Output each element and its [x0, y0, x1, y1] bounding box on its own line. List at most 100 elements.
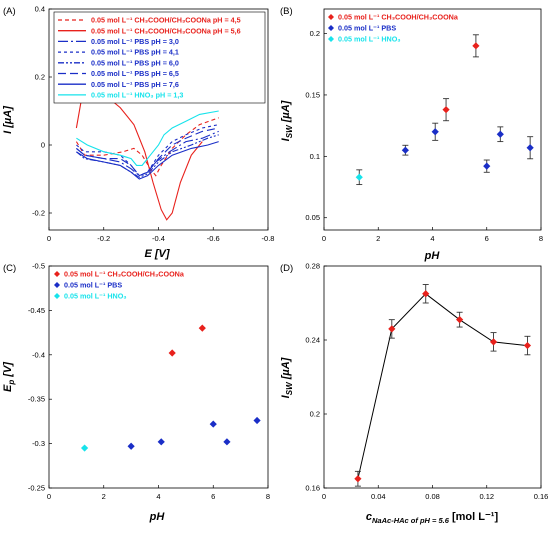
data-point-d-5: [523, 341, 532, 350]
legend-marker-c-2: [54, 293, 60, 299]
series-line-a-2: [76, 130, 219, 177]
data-point-b-0-1: [472, 42, 480, 50]
data-point-d-0: [354, 475, 362, 483]
y-tick-label-d-1: 0.24: [305, 336, 320, 345]
legend-label-a-4: 0.05 mol L⁻¹ PBS pH = 6,0: [91, 58, 179, 67]
series-line-a-7: [76, 110, 219, 166]
data-point-d-1: [388, 325, 396, 333]
y-axis-label-b-main: I: [280, 137, 292, 141]
legend-marker-b-0: [328, 14, 334, 20]
legend-c: 0.05 mol L⁻¹ CH₃COOH/CH₃COONa 0.05 mol L⁻…: [54, 270, 185, 301]
data-point-b-1-2: [483, 162, 491, 170]
y-tick-label-d-0: 0.28: [305, 262, 320, 271]
x-tick-label-d-1: 0.04: [371, 492, 386, 501]
y-tick-label-c-4: -0.3: [32, 439, 45, 448]
panel-b: (B) 0 2 4 6 8 0.2 0.15 0.1 0.05 0.05 mol L⁻¹ CH₃…: [280, 6, 543, 262]
y-tick-label-a-3: -0.2: [32, 209, 45, 218]
x-tick-label-d-0: 0: [322, 492, 326, 501]
y-tick-label-d-2: 0.2: [310, 410, 320, 419]
x-tick-label-d-2: 0.08: [425, 492, 440, 501]
y-tick-label-b-0: 0.2: [310, 29, 320, 38]
x-tick-label-c-1: 2: [102, 492, 106, 501]
legend-label-a-0: 0.05 mol L⁻¹ CH₃COOH/CH₃COONa pH = 4,5: [91, 16, 241, 25]
panel-a: (A) 0 -0.2 -0.4 -0.6 -0.8 0.4 0.2 0 -0.2 0.05 mo…: [2, 5, 274, 261]
y-tick-label-b-2: 0.1: [310, 152, 320, 161]
data-point-b-0-0: [442, 106, 450, 114]
y-axis-label-c: Ep [V]: [2, 362, 16, 392]
data-point-c-0-1: [198, 324, 206, 332]
legend-label-a-3: 0.05 mol L⁻¹ PBS pH = 4,1: [91, 48, 179, 57]
legend-label-c-2: 0.05 mol L⁻¹ HNO₃: [64, 292, 127, 301]
panel-label-d: (D): [280, 263, 293, 274]
y-axis-label-c-sub: p: [7, 380, 16, 386]
y-tick-label-c-0: -0.5: [32, 262, 45, 271]
y-axis-label-b-unit: [µA]: [280, 100, 292, 125]
legend-label-a-5: 0.05 mol L⁻¹ PBS pH = 6,5: [91, 69, 179, 78]
y-tick-label-c-3: -0.35: [28, 395, 45, 404]
legend-marker-b-2: [328, 36, 334, 42]
data-point-c-1-4: [253, 416, 261, 425]
series-line-a-3: [76, 124, 219, 177]
x-tick-label-a-4: -0.8: [262, 234, 275, 243]
series-line-a-4: [76, 134, 219, 178]
data-point-c-2-0: [80, 444, 89, 452]
legend-label-b-2: 0.05 mol L⁻¹ HNO₃: [338, 35, 401, 44]
data-point-b-2-0: [355, 173, 363, 181]
data-point-c-1-0: [127, 442, 135, 450]
y-axis-label-b-sub: SW: [285, 124, 294, 138]
x-tick-label-d-4: 0.16: [534, 492, 549, 501]
x-tick-label-b-4: 8: [539, 234, 543, 243]
x-tick-label-b-2: 4: [430, 234, 434, 243]
x-tick-label-a-0: 0: [47, 234, 51, 243]
legend-a: 0.05 mol L⁻¹ CH₃COOH/CH₃COONa pH = 4,5 0.…: [53, 11, 266, 104]
data-point-c-1-2: [209, 420, 217, 428]
y-axis-label-d: ISW [µA]: [280, 357, 294, 398]
x-axis-label-d: cNaAc-HAc of pH = 5.6 [mol L⁻¹]: [366, 511, 499, 525]
legend-label-c-1: 0.05 mol L⁻¹ PBS: [64, 281, 122, 290]
data-point-c-0-0: [168, 349, 176, 357]
y-tick-label-d-3: 0.16: [305, 484, 320, 493]
legend-label-a-7: 0.05 mol L⁻¹ HNO₃ pH = 1,3: [91, 91, 183, 100]
y-axis-label-b: ISW [µA]: [280, 100, 294, 141]
y-axis-label-c-main: E: [2, 384, 14, 392]
x-tick-label-b-3: 6: [485, 234, 489, 243]
data-point-d-3: [456, 316, 464, 324]
x-tick-label-b-1: 2: [376, 234, 380, 243]
y-tick-label-c-1: -0.45: [28, 306, 45, 315]
legend-label-a-6: 0.05 mol L⁻¹ PBS pH = 7,6: [91, 80, 179, 89]
legend-b: 0.05 mol L⁻¹ CH₃COOH/CH₃COONa 0.05 mol L⁻…: [328, 13, 459, 44]
data-point-b-1-1: [431, 128, 439, 136]
series-line-d: [357, 293, 528, 479]
x-tick-label-c-0: 0: [47, 492, 51, 501]
y-tick-label-b-3: 0.05: [305, 213, 320, 222]
x-tick-label-c-3: 6: [211, 492, 215, 501]
data-point-b-1-0: [401, 146, 409, 154]
x-axis-label-d-unit: [mol L⁻¹]: [449, 511, 499, 523]
x-tick-label-d-3: 0.12: [479, 492, 494, 501]
y-tick-label-c-5: -0.25: [28, 484, 45, 493]
series-line-a-5: [76, 127, 219, 177]
y-axis-label-d-sub: SW: [285, 381, 294, 395]
y-tick-label-a-2: 0: [41, 141, 45, 150]
panel-label-b: (B): [280, 6, 293, 17]
panel-d: (D) 0 0.04 0.08 0.12 0.16 0.28 0.24 0.2 0.16 cNa…: [280, 262, 548, 526]
legend-box-a: [53, 11, 266, 104]
y-axis-label-d-unit: [µA]: [280, 357, 292, 382]
y-axis-label-d-main: I: [280, 394, 292, 398]
series-line-a-6: [76, 141, 219, 180]
legend-label-b-0: 0.05 mol L⁻¹ CH₃COOH/CH₃COONa: [338, 13, 459, 22]
y-axis-label-a: I [µA]: [2, 106, 14, 134]
x-axis-label-d-main: c: [366, 511, 372, 523]
legend-label-c-0: 0.05 mol L⁻¹ CH₃COOH/CH₃COONa: [64, 270, 185, 279]
y-axis-label-c-unit: [V]: [2, 362, 14, 380]
panel-c: (C) 0 2 4 6 8 -0.5 -0.45 -0.4 -0.35 -0.3 -0.25 0.0…: [2, 262, 270, 524]
x-tick-label-a-1: -0.2: [97, 234, 110, 243]
x-tick-label-c-2: 4: [156, 492, 160, 501]
x-axis-label-a: E [V]: [144, 248, 169, 260]
data-point-d-4: [489, 338, 498, 346]
x-axis-label-b: pH: [424, 250, 441, 262]
x-axis-label-c: pH: [149, 511, 166, 523]
x-tick-label-a-3: -0.6: [207, 234, 220, 243]
data-point-c-1-1: [157, 438, 165, 446]
